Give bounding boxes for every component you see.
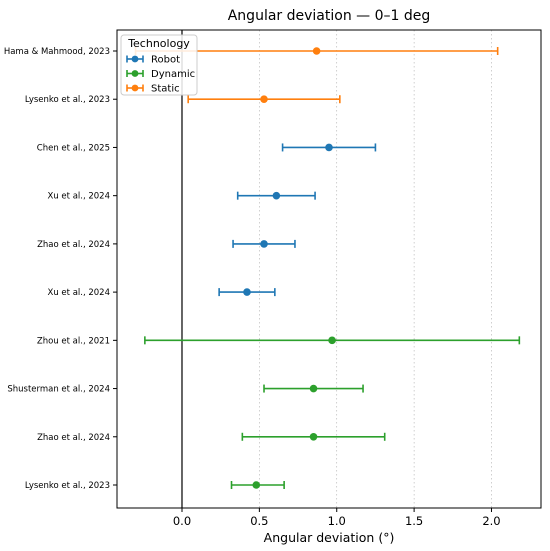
legend-box	[120, 34, 198, 96]
y-tick-label: Zhao et al., 2024	[37, 240, 110, 250]
y-tick-label: Chen et al., 2025	[37, 143, 110, 153]
legend-entry-label: Dynamic	[151, 69, 195, 80]
mean-point	[252, 481, 261, 489]
y-tick-label: Hama & Mahmood, 2023	[4, 47, 110, 57]
x-tick-label: 2.0	[482, 514, 500, 528]
chart-title: Angular deviation — 0–1 deg	[228, 8, 431, 24]
legend-swatch-point	[131, 55, 139, 63]
legend-swatch-point	[131, 84, 139, 92]
y-tick-label: Lysenko et al., 2023	[25, 481, 110, 491]
mean-point	[309, 384, 318, 393]
legend-title: Technology	[127, 37, 190, 50]
mean-point	[243, 288, 251, 296]
y-tick-label: Zhao et al., 2024	[37, 433, 110, 443]
mean-point	[272, 191, 281, 200]
legend: Technology Robot Dynamic Static	[120, 34, 198, 96]
y-tick-label: Lysenko et al., 2023	[25, 95, 110, 105]
legend-entry-label: Robot	[151, 55, 180, 66]
x-tick-label: 1.5	[405, 514, 423, 528]
data-marks	[134, 47, 521, 489]
x-tick-label: 0.5	[250, 514, 268, 528]
plot-frame	[116, 29, 542, 509]
y-axis: Hama & Mahmood, 2023 Lysenko et al., 2023…	[4, 47, 117, 491]
y-tick-label: Shusterman et al., 2024	[7, 385, 110, 395]
mean-point	[328, 336, 336, 345]
mean-point	[312, 47, 321, 55]
legend-entry-label: Static	[151, 84, 180, 95]
x-tick-label: 1.0	[328, 514, 346, 528]
mean-point	[325, 143, 333, 152]
y-tick-label: Xu et al., 2024	[48, 192, 110, 202]
x-tick-label: 0.0	[173, 514, 191, 528]
legend-swatch-point	[131, 70, 139, 77]
x-axis: 0.0 0.5 1.0 1.5 2.0	[173, 508, 501, 528]
mean-point	[260, 95, 268, 104]
x-axis-label: Angular deviation (°)	[264, 530, 395, 545]
mean-point	[260, 240, 268, 248]
y-tick-label: Xu et al., 2024	[48, 288, 110, 298]
y-tick-label: Zhou et al., 2021	[37, 336, 110, 346]
mean-point	[309, 432, 318, 441]
